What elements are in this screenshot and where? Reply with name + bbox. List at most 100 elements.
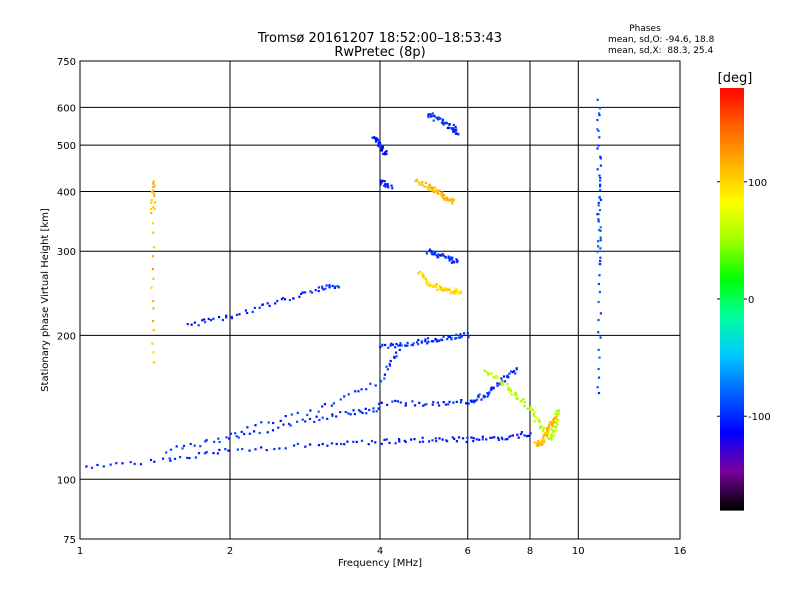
data-point <box>152 185 155 188</box>
data-point <box>424 277 427 281</box>
data-point <box>181 447 184 450</box>
data-point <box>597 144 600 147</box>
data-point <box>442 196 445 199</box>
data-point <box>459 333 462 336</box>
data-point <box>213 440 216 443</box>
data-point <box>435 254 439 257</box>
data-point <box>448 289 451 292</box>
data-point <box>499 381 502 384</box>
data-point <box>598 114 601 117</box>
colorbar-segment <box>720 91 744 96</box>
data-point <box>420 340 424 343</box>
data-point <box>424 338 427 341</box>
data-point <box>555 409 558 412</box>
data-point <box>378 140 381 143</box>
data-point <box>525 435 528 438</box>
scatter-points <box>85 98 603 469</box>
data-point <box>494 376 497 379</box>
data-point <box>343 443 346 446</box>
data-point <box>336 285 339 288</box>
data-point <box>282 296 285 300</box>
data-point <box>323 403 327 406</box>
data-point <box>389 344 392 347</box>
data-point <box>422 275 426 278</box>
data-point <box>550 436 553 439</box>
data-point <box>404 440 407 444</box>
data-point <box>260 421 263 424</box>
data-point <box>432 119 435 122</box>
data-point <box>425 279 428 282</box>
colorbar-segment <box>720 467 744 472</box>
data-point <box>478 393 481 396</box>
data-point <box>599 312 602 315</box>
data-point <box>317 410 320 413</box>
data-point <box>508 435 511 439</box>
data-point <box>428 183 431 186</box>
data-point <box>598 197 601 200</box>
colorbar-segment <box>720 193 744 198</box>
data-point <box>193 444 196 447</box>
colorbar-segment <box>720 235 744 240</box>
data-point <box>470 436 473 439</box>
data-point <box>151 268 154 271</box>
data-point <box>435 117 438 120</box>
data-point <box>394 399 397 402</box>
data-point <box>520 400 524 403</box>
data-point <box>330 442 334 445</box>
data-point <box>349 413 352 416</box>
data-point <box>385 365 388 368</box>
data-point <box>448 400 451 403</box>
data-point <box>377 402 381 405</box>
data-point <box>426 186 430 189</box>
data-point <box>427 188 430 191</box>
colorbar-segment <box>720 161 744 166</box>
data-point <box>496 382 499 385</box>
data-point <box>465 440 468 444</box>
colorbar-segment <box>720 126 744 131</box>
data-point <box>556 412 559 415</box>
data-point <box>375 140 378 143</box>
data-point <box>404 344 407 347</box>
data-point <box>599 247 602 250</box>
data-point <box>352 409 355 412</box>
data-point <box>121 462 124 465</box>
data-point <box>276 299 279 303</box>
data-point <box>452 123 455 126</box>
colorbar-segment <box>720 418 744 423</box>
colorbar-segment <box>720 337 744 342</box>
data-point <box>465 402 468 405</box>
data-point <box>484 370 488 373</box>
data-point <box>377 139 380 142</box>
colorbar-segment <box>720 98 744 103</box>
data-point <box>434 285 437 288</box>
data-point <box>598 185 602 188</box>
data-point <box>492 376 495 379</box>
data-point <box>324 287 327 290</box>
data-point <box>139 463 142 466</box>
data-point <box>598 262 601 266</box>
data-point <box>555 418 558 421</box>
plot-grid <box>80 61 680 539</box>
data-point <box>509 391 512 394</box>
data-point <box>596 250 599 253</box>
data-point <box>543 441 546 444</box>
data-point <box>491 372 494 375</box>
data-point <box>480 398 483 401</box>
data-point <box>553 429 556 432</box>
data-point <box>360 388 363 391</box>
colorbar-segment <box>720 116 744 121</box>
data-point <box>486 392 489 395</box>
data-point <box>221 318 224 322</box>
data-point <box>596 168 599 171</box>
data-point <box>451 197 454 200</box>
plot-frame <box>79 60 681 540</box>
colorbar-segment <box>720 277 744 283</box>
data-point <box>547 423 551 426</box>
data-point <box>443 254 446 258</box>
data-point <box>599 336 602 339</box>
data-point <box>383 377 386 380</box>
data-point <box>597 112 601 115</box>
colorbar-segment <box>720 415 744 420</box>
data-point <box>381 146 384 149</box>
data-point <box>244 309 247 312</box>
